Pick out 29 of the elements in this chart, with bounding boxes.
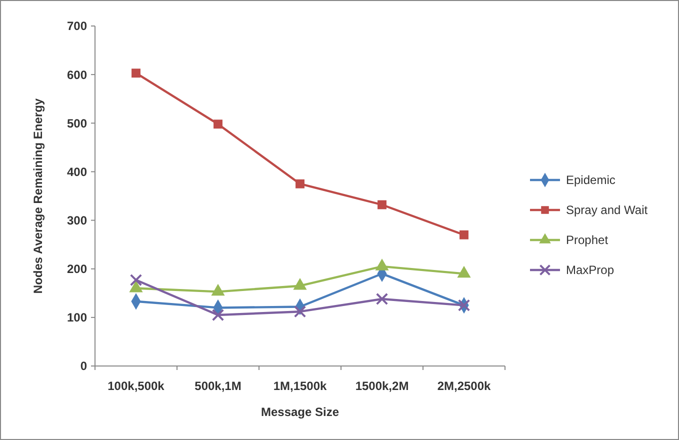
point bbox=[214, 120, 222, 129]
legend-label: Spray and Wait bbox=[566, 203, 648, 218]
y-tick-label: 0 bbox=[80, 359, 88, 374]
x-tick-label: 100k,500k bbox=[108, 379, 165, 393]
x-tick-label: 500k,1M bbox=[194, 379, 242, 393]
y-tick-label: 100 bbox=[66, 310, 88, 325]
point bbox=[458, 299, 470, 312]
x-tick-label: 1500k,2M bbox=[355, 379, 409, 393]
y-tick-label: 700 bbox=[66, 19, 88, 34]
y-tick-label: 400 bbox=[66, 164, 88, 179]
x-tick-label: 1M,1500k bbox=[273, 379, 328, 393]
point bbox=[132, 68, 140, 78]
x-tick-label: 2M,2500k bbox=[437, 379, 492, 393]
point bbox=[130, 274, 142, 286]
y-tick-label: 600 bbox=[66, 68, 88, 82]
legend-label: MaxProp bbox=[566, 263, 614, 278]
x-axis-title: Message Size bbox=[260, 405, 340, 419]
y-tick-label: 500 bbox=[66, 116, 88, 130]
y-tick-label: 300 bbox=[66, 213, 88, 228]
y-axis-title: Nodes Average Remaining Energy bbox=[31, 98, 45, 294]
point bbox=[296, 179, 304, 188]
point bbox=[378, 200, 386, 210]
point bbox=[294, 305, 306, 318]
point bbox=[460, 230, 468, 240]
y-tick-label: 200 bbox=[66, 262, 88, 276]
legend-label: Prophet bbox=[566, 233, 609, 248]
legend-label: Epidemic bbox=[566, 173, 616, 188]
point bbox=[376, 292, 388, 306]
point bbox=[212, 308, 224, 322]
